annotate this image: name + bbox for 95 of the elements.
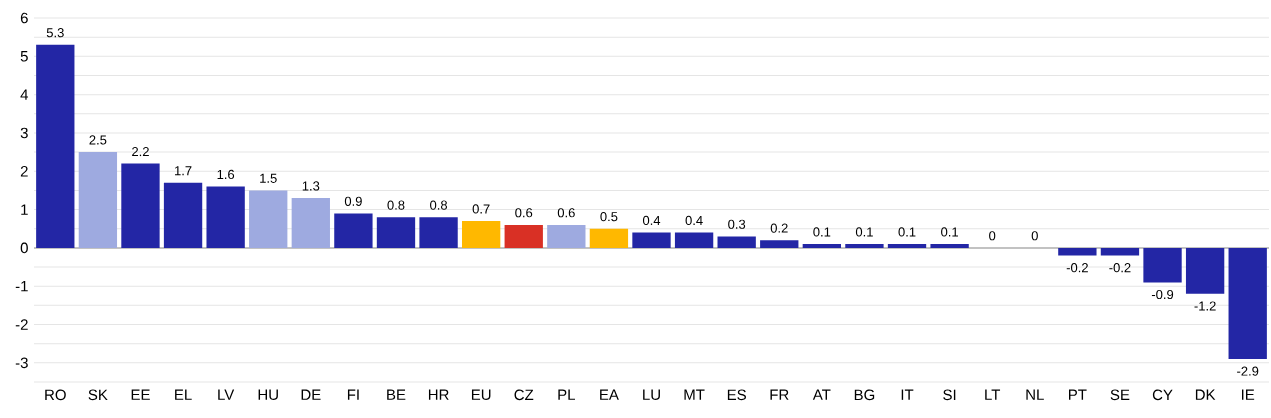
bar xyxy=(78,152,118,248)
x-tick-label: LV xyxy=(218,389,235,400)
bar xyxy=(334,213,373,248)
bar xyxy=(206,186,245,248)
data-label: 0.3 xyxy=(728,219,746,229)
x-tick-label: EU xyxy=(471,389,491,400)
data-label: 0.6 xyxy=(515,208,533,218)
x-tick-label: RO xyxy=(45,389,66,401)
x-tick-label: BE xyxy=(387,389,406,400)
y-tick-label: 0 xyxy=(20,242,28,254)
x-tick-label: LT xyxy=(985,389,1001,400)
x-tick-label: SE xyxy=(1110,389,1130,401)
x-tick-label: HU xyxy=(258,389,278,400)
data-label: 0.9 xyxy=(344,196,362,206)
bar xyxy=(760,240,799,248)
x-tick-label: CZ xyxy=(514,389,534,401)
bar xyxy=(419,217,458,248)
bar xyxy=(632,232,671,248)
x-tick-label: NL xyxy=(1026,389,1044,400)
bar xyxy=(589,228,629,248)
x-tick-label: ES xyxy=(727,389,746,401)
x-tick-label: PL xyxy=(558,389,575,400)
bar xyxy=(887,244,927,248)
bar xyxy=(930,244,969,248)
bar xyxy=(461,221,501,248)
y-tick-label: 4 xyxy=(20,89,29,100)
data-label: 0 xyxy=(989,231,996,241)
y-tick-label: 1 xyxy=(21,204,28,215)
x-tick-label: BG xyxy=(854,389,875,401)
x-tick-label: PT xyxy=(1069,389,1087,400)
bar xyxy=(121,163,160,248)
data-label: 1.5 xyxy=(260,173,277,183)
bar xyxy=(1228,247,1267,360)
y-tick-label: 2 xyxy=(20,166,28,177)
x-tick-label: LU xyxy=(643,389,660,400)
bar xyxy=(845,244,884,248)
data-label: 0.8 xyxy=(430,200,448,210)
x-tick-label: IT xyxy=(901,389,914,400)
bar xyxy=(717,236,756,248)
x-tick-label: DE xyxy=(301,389,321,400)
x-tick-label: EL xyxy=(175,389,192,400)
data-label: 2.5 xyxy=(89,135,107,145)
x-tick-label: SK xyxy=(88,389,108,401)
y-tick-label: 5 xyxy=(20,51,28,62)
x-tick-label: AT xyxy=(812,389,831,400)
bar xyxy=(376,217,416,248)
y-tick-label: -3 xyxy=(15,357,28,369)
bar xyxy=(1185,247,1225,294)
bar xyxy=(249,190,288,248)
y-tick-label: 6 xyxy=(20,12,28,24)
bar xyxy=(802,244,842,248)
data-label: -0.2 xyxy=(1109,263,1131,273)
y-tick-label: -2 xyxy=(15,319,28,330)
bar xyxy=(1058,247,1097,256)
x-tick-label: EE xyxy=(131,389,150,400)
data-label: 0.8 xyxy=(387,200,405,210)
x-tick-label: CY xyxy=(1152,389,1173,401)
bar xyxy=(674,232,714,248)
bar xyxy=(1143,247,1182,283)
x-tick-label: FI xyxy=(347,389,359,400)
data-label: 1.6 xyxy=(217,169,235,180)
x-tick-label: FR xyxy=(770,389,789,400)
data-label: 1.7 xyxy=(175,166,192,176)
data-label: -0.9 xyxy=(1151,289,1174,300)
data-label: 0.1 xyxy=(941,227,959,237)
data-label: 0.1 xyxy=(813,227,831,237)
x-tick-label: SI xyxy=(943,389,956,401)
data-label: 0.4 xyxy=(642,215,661,226)
data-label: 0.7 xyxy=(472,204,490,214)
data-label: 0.1 xyxy=(898,227,916,237)
data-label: 0.1 xyxy=(855,227,873,237)
bar xyxy=(36,44,75,248)
data-label: 0.4 xyxy=(685,215,703,226)
data-label: 0.6 xyxy=(557,208,575,218)
data-label: 0 xyxy=(1031,231,1038,241)
data-label: -2.9 xyxy=(1237,366,1259,376)
data-label: 1.3 xyxy=(302,181,320,191)
x-tick-label: DK xyxy=(1195,389,1216,400)
bar xyxy=(547,224,586,248)
bar xyxy=(1100,247,1140,256)
bar xyxy=(504,224,543,248)
bar xyxy=(291,198,330,248)
y-tick-label: -1 xyxy=(15,281,28,292)
bar xyxy=(163,182,203,248)
data-label: 2.2 xyxy=(132,146,149,157)
data-label: -1.2 xyxy=(1194,301,1216,311)
data-label: -0.2 xyxy=(1066,263,1088,273)
data-label: 0.5 xyxy=(600,212,618,222)
x-tick-label: EA xyxy=(600,389,619,400)
x-tick-label: MT xyxy=(684,389,705,400)
data-label: 0.2 xyxy=(770,223,788,233)
y-tick-label: 3 xyxy=(20,127,28,139)
data-label: 5.3 xyxy=(46,28,64,38)
x-tick-label: IE xyxy=(1242,389,1255,400)
x-tick-label: HR xyxy=(428,389,449,400)
